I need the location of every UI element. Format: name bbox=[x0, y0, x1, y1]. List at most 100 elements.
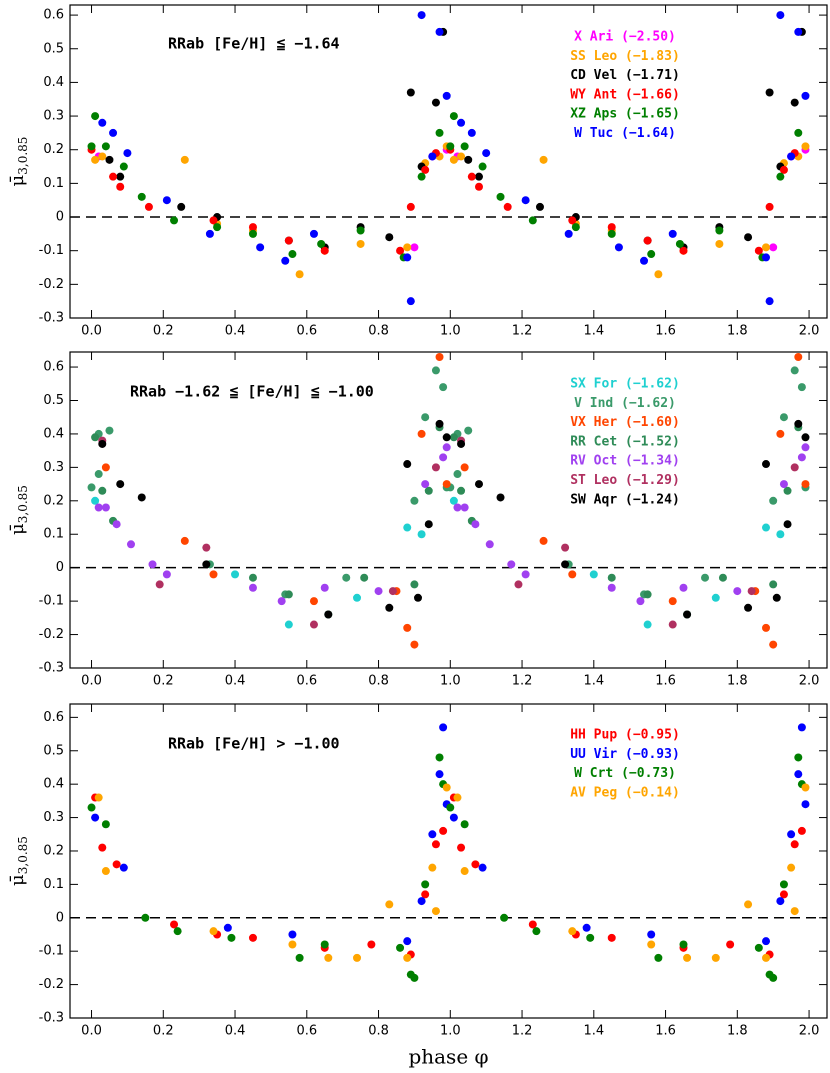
y-tick-label: 0.5 bbox=[43, 41, 64, 56]
x-tick-label: 1.8 bbox=[727, 324, 748, 339]
data-point bbox=[105, 155, 114, 164]
y-tick-label: 0 bbox=[56, 560, 64, 575]
data-point bbox=[457, 486, 466, 495]
data-point bbox=[410, 580, 419, 589]
data-point bbox=[787, 830, 796, 839]
data-point bbox=[643, 620, 652, 629]
data-point bbox=[94, 470, 103, 479]
data-point bbox=[91, 155, 100, 164]
y-axis-label-main: μ̄ bbox=[7, 874, 28, 886]
data-point bbox=[442, 433, 451, 442]
data-point bbox=[762, 253, 771, 262]
x-tick-label: 0.0 bbox=[81, 324, 102, 339]
data-point bbox=[116, 182, 125, 191]
data-point bbox=[356, 239, 365, 248]
data-point bbox=[762, 623, 771, 632]
y-tick-label: 0.4 bbox=[43, 426, 64, 441]
data-point bbox=[406, 202, 415, 211]
data-point bbox=[449, 433, 458, 442]
data-point bbox=[568, 927, 577, 936]
data-point bbox=[765, 297, 774, 306]
data-point bbox=[478, 863, 487, 872]
data-point bbox=[607, 933, 616, 942]
data-point bbox=[417, 897, 426, 906]
data-point bbox=[496, 192, 505, 201]
data-point bbox=[457, 439, 466, 448]
data-point bbox=[715, 239, 724, 248]
data-point bbox=[528, 920, 537, 929]
data-point bbox=[647, 940, 656, 949]
data-point bbox=[614, 243, 623, 252]
data-point bbox=[137, 493, 146, 502]
data-point bbox=[309, 229, 318, 238]
data-point bbox=[679, 940, 688, 949]
x-tick-label: 2.0 bbox=[799, 1024, 820, 1039]
x-tick-label: 1.6 bbox=[655, 324, 676, 339]
data-point bbox=[421, 880, 430, 889]
data-point bbox=[403, 523, 412, 532]
data-point bbox=[762, 953, 771, 962]
data-point bbox=[790, 98, 799, 107]
data-point bbox=[98, 118, 107, 127]
data-point bbox=[177, 202, 186, 211]
y-axis-label: μ̄3,0.85 bbox=[7, 836, 30, 886]
data-point bbox=[762, 937, 771, 946]
data-point bbox=[668, 229, 677, 238]
data-point bbox=[787, 863, 796, 872]
y-tick-label: -0.1 bbox=[39, 594, 64, 609]
data-point bbox=[460, 867, 469, 876]
data-point bbox=[532, 927, 541, 936]
data-point bbox=[485, 540, 494, 549]
y-tick-label: 0.6 bbox=[43, 360, 64, 375]
data-point bbox=[360, 573, 369, 582]
y-tick-label: 0.6 bbox=[43, 710, 64, 725]
data-point bbox=[144, 202, 153, 211]
y-tick-label: -0.1 bbox=[39, 243, 64, 258]
data-point bbox=[474, 480, 483, 489]
legend-entry: RR Cet (−1.52) bbox=[570, 434, 680, 449]
x-tick-label: 0.6 bbox=[296, 1024, 317, 1039]
x-tick-label: 1.4 bbox=[583, 324, 604, 339]
data-point bbox=[101, 820, 110, 829]
data-point bbox=[636, 597, 645, 606]
data-point bbox=[733, 587, 742, 596]
data-point bbox=[568, 570, 577, 579]
data-point bbox=[790, 463, 799, 472]
data-point bbox=[403, 623, 412, 632]
data-point bbox=[457, 152, 466, 161]
data-point bbox=[385, 603, 394, 612]
data-point bbox=[521, 570, 530, 579]
data-point bbox=[428, 863, 437, 872]
data-point bbox=[783, 520, 792, 529]
data-point bbox=[428, 830, 437, 839]
data-point bbox=[715, 226, 724, 235]
data-point bbox=[403, 253, 412, 262]
y-tick-label: 0.3 bbox=[43, 460, 64, 475]
x-tick-label: 1.2 bbox=[512, 324, 533, 339]
data-point bbox=[101, 867, 110, 876]
data-point bbox=[435, 27, 444, 36]
data-point bbox=[744, 603, 753, 612]
data-point bbox=[126, 540, 135, 549]
data-point bbox=[435, 128, 444, 137]
data-point bbox=[439, 383, 448, 392]
legend-entry: CD Vel (−1.71) bbox=[570, 68, 680, 83]
data-point bbox=[116, 480, 125, 489]
plot-frame bbox=[69, 351, 828, 669]
data-point bbox=[772, 593, 781, 602]
data-point bbox=[414, 593, 423, 602]
data-point bbox=[324, 610, 333, 619]
x-tick-label: 1.6 bbox=[655, 674, 676, 689]
data-point bbox=[744, 900, 753, 909]
data-point bbox=[794, 353, 803, 362]
data-point bbox=[507, 560, 516, 569]
data-point bbox=[607, 223, 616, 232]
x-tick-label: 1.0 bbox=[440, 674, 461, 689]
data-point bbox=[367, 940, 376, 949]
data-point bbox=[223, 923, 232, 932]
data-point bbox=[320, 583, 329, 592]
data-point bbox=[779, 413, 788, 422]
data-point bbox=[765, 202, 774, 211]
data-point bbox=[256, 243, 265, 252]
annotation: RRab [Fe/H] ≦ −1.64 bbox=[168, 35, 340, 53]
